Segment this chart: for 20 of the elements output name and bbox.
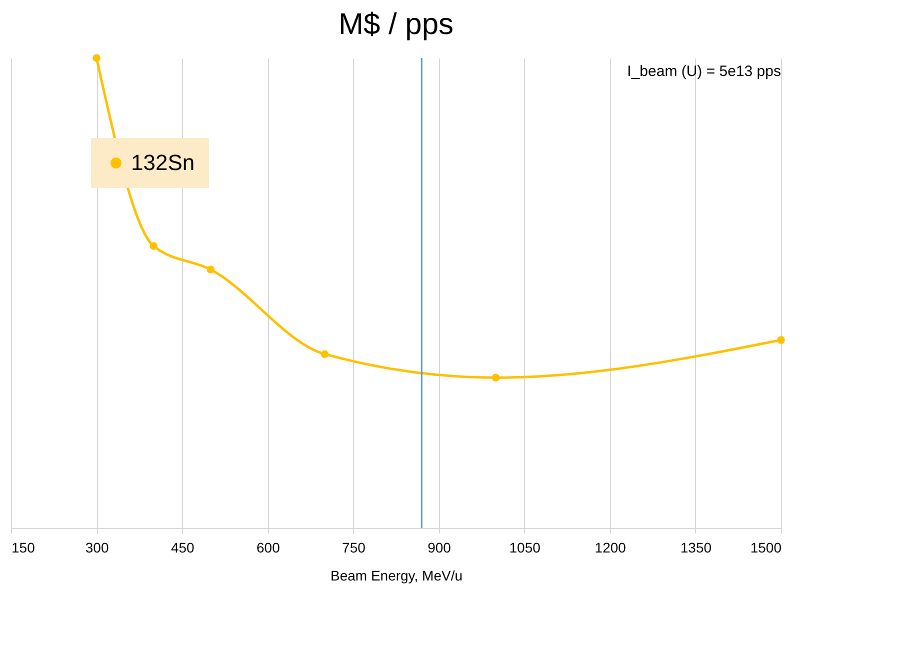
point bbox=[206, 266, 215, 274]
point bbox=[92, 54, 100, 62]
x-tick-label: 1500 bbox=[750, 540, 782, 556]
x-axis-title: Beam Energy, MeV/u bbox=[330, 568, 463, 584]
chart-title: M$ / pps bbox=[338, 8, 454, 42]
x-tick-label: 600 bbox=[256, 540, 280, 556]
x-tick-label: 1350 bbox=[680, 540, 712, 556]
x-tick-label: 750 bbox=[342, 540, 366, 556]
x-tick-label: 300 bbox=[85, 540, 109, 556]
annotation: I_beam (U) = 5e13 pps bbox=[627, 63, 781, 80]
x-tick-label: 150 bbox=[12, 540, 36, 556]
x-tick-label: 450 bbox=[170, 540, 195, 556]
point bbox=[150, 242, 158, 250]
x-tick-label: 1200 bbox=[594, 540, 626, 556]
x-tick-label: 900 bbox=[428, 540, 452, 556]
point bbox=[320, 350, 329, 358]
point bbox=[777, 336, 785, 344]
legend-label: 132Sn bbox=[131, 150, 195, 175]
x-tick-label: 1050 bbox=[509, 540, 541, 556]
point bbox=[492, 374, 500, 382]
